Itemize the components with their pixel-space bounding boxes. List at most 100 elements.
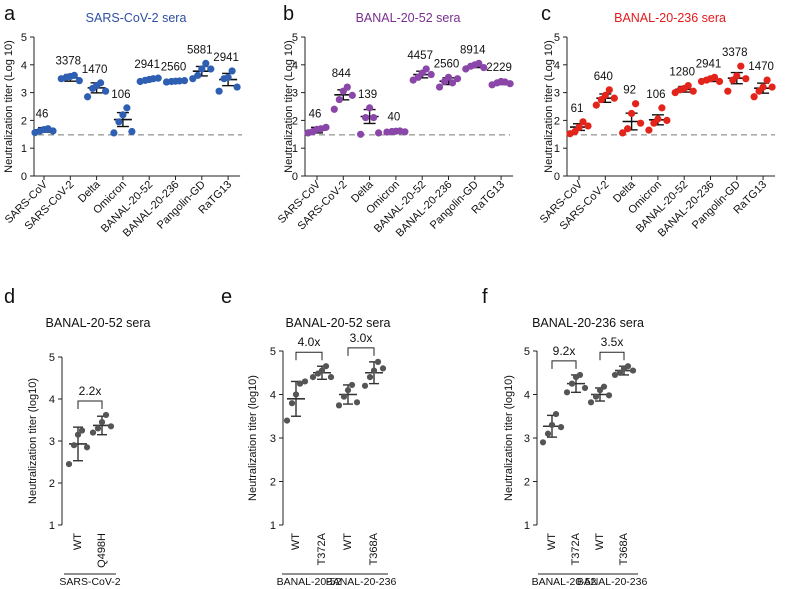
data-point xyxy=(89,429,97,436)
data-point xyxy=(374,358,382,365)
data-point xyxy=(296,380,304,387)
group-label: BANAL-20-236 xyxy=(326,576,397,588)
data-point xyxy=(401,128,409,136)
data-point xyxy=(544,430,552,437)
y-tick-label: 2 xyxy=(21,115,27,127)
data-point xyxy=(552,410,560,418)
data-point xyxy=(579,118,587,126)
x-tick-label: T372A xyxy=(570,532,582,565)
data-point xyxy=(581,384,589,392)
data-point xyxy=(427,70,435,79)
data-point xyxy=(563,389,571,396)
y-axis-label: Neutralization titer (log10) xyxy=(503,375,515,501)
data-point xyxy=(94,425,102,432)
panel-title: BANAL-20-52 sera xyxy=(356,11,461,25)
y-tick-label: 1 xyxy=(292,143,298,155)
data-point xyxy=(357,130,365,138)
y-tick-label: 3 xyxy=(21,88,27,100)
titer-label: 640 xyxy=(594,71,613,83)
data-point xyxy=(224,73,232,81)
x-tick-label: Q498H xyxy=(96,533,108,568)
data-point xyxy=(592,101,600,109)
data-point xyxy=(759,83,767,91)
panel-title: SARS-CoV-2 sera xyxy=(86,11,187,25)
group-label: BANAL-20-236 xyxy=(577,576,648,588)
titer-label: 1470 xyxy=(748,61,774,73)
data-point xyxy=(70,442,78,449)
titer-label: 8914 xyxy=(460,44,486,56)
data-point xyxy=(506,80,514,88)
data-point xyxy=(107,423,115,430)
data-point xyxy=(663,116,671,124)
data-point xyxy=(123,104,131,112)
data-point xyxy=(75,77,83,85)
data-point xyxy=(375,129,383,137)
data-point xyxy=(684,82,692,90)
y-tick-label: 2 xyxy=(524,477,530,489)
y-tick-label: 1 xyxy=(524,520,530,532)
data-point xyxy=(379,365,387,372)
data-point xyxy=(592,393,600,400)
data-point xyxy=(596,387,604,394)
data-point xyxy=(335,402,343,409)
data-point xyxy=(422,65,430,73)
data-point xyxy=(628,109,636,118)
data-point xyxy=(624,363,632,370)
group-label: BANAL-20-52 xyxy=(277,576,342,588)
data-point xyxy=(370,114,378,122)
data-point xyxy=(198,65,206,73)
comparison-bracket xyxy=(551,360,577,369)
data-point xyxy=(335,95,343,104)
data-point xyxy=(645,126,653,134)
data-point xyxy=(215,87,223,95)
y-tick-label: 4 xyxy=(554,60,560,72)
y-tick-label: 0 xyxy=(554,171,560,183)
panel-letter: f xyxy=(482,286,488,308)
panel-letter: c xyxy=(541,3,551,25)
titer-label: 3378 xyxy=(722,47,748,59)
y-axis-label: Neutralization titer (Log 10) xyxy=(283,40,295,173)
data-point xyxy=(348,91,356,99)
data-point xyxy=(49,127,57,135)
panel-letter: b xyxy=(283,3,294,25)
panel-title: BANAL-20-52 sera xyxy=(286,316,391,330)
data-point xyxy=(366,104,374,112)
data-point xyxy=(616,369,624,376)
data-point xyxy=(70,71,78,79)
group-label: SARS-CoV-2 xyxy=(59,576,120,588)
data-point xyxy=(309,374,317,381)
data-point xyxy=(65,461,73,468)
data-point xyxy=(619,129,627,137)
data-point xyxy=(475,59,483,68)
data-point xyxy=(568,380,576,387)
data-point xyxy=(330,105,338,113)
data-point xyxy=(763,76,771,84)
y-tick-label: 1 xyxy=(270,520,276,532)
data-point xyxy=(370,367,378,374)
panel-title: BANAL-20-236 sera xyxy=(532,316,644,330)
data-point xyxy=(340,393,348,400)
data-point xyxy=(207,65,215,73)
titer-label: 40 xyxy=(388,112,401,124)
titer-label: 106 xyxy=(111,89,130,101)
data-point xyxy=(202,59,210,68)
y-tick-label: 4 xyxy=(21,60,27,72)
data-point xyxy=(453,75,462,83)
y-axis-label: Neutralization titer (log10) xyxy=(247,375,259,501)
comparison-bracket xyxy=(77,400,103,409)
titer-label: 92 xyxy=(623,85,636,97)
x-tick-label: WT xyxy=(546,533,558,550)
x-tick-label: WT xyxy=(342,533,354,550)
data-point xyxy=(115,118,123,126)
titer-label: 2229 xyxy=(486,62,512,74)
data-point xyxy=(322,363,330,370)
data-point xyxy=(74,431,82,438)
panel-letter: e xyxy=(221,286,232,308)
group-label: BANAL-20-52 xyxy=(532,576,597,588)
fold-change-label: 4.0x xyxy=(298,335,321,349)
data-point xyxy=(283,417,291,424)
data-point xyxy=(110,129,118,137)
y-tick-label: 2 xyxy=(49,478,55,490)
y-tick-label: 3 xyxy=(554,88,560,100)
data-point xyxy=(366,374,374,381)
